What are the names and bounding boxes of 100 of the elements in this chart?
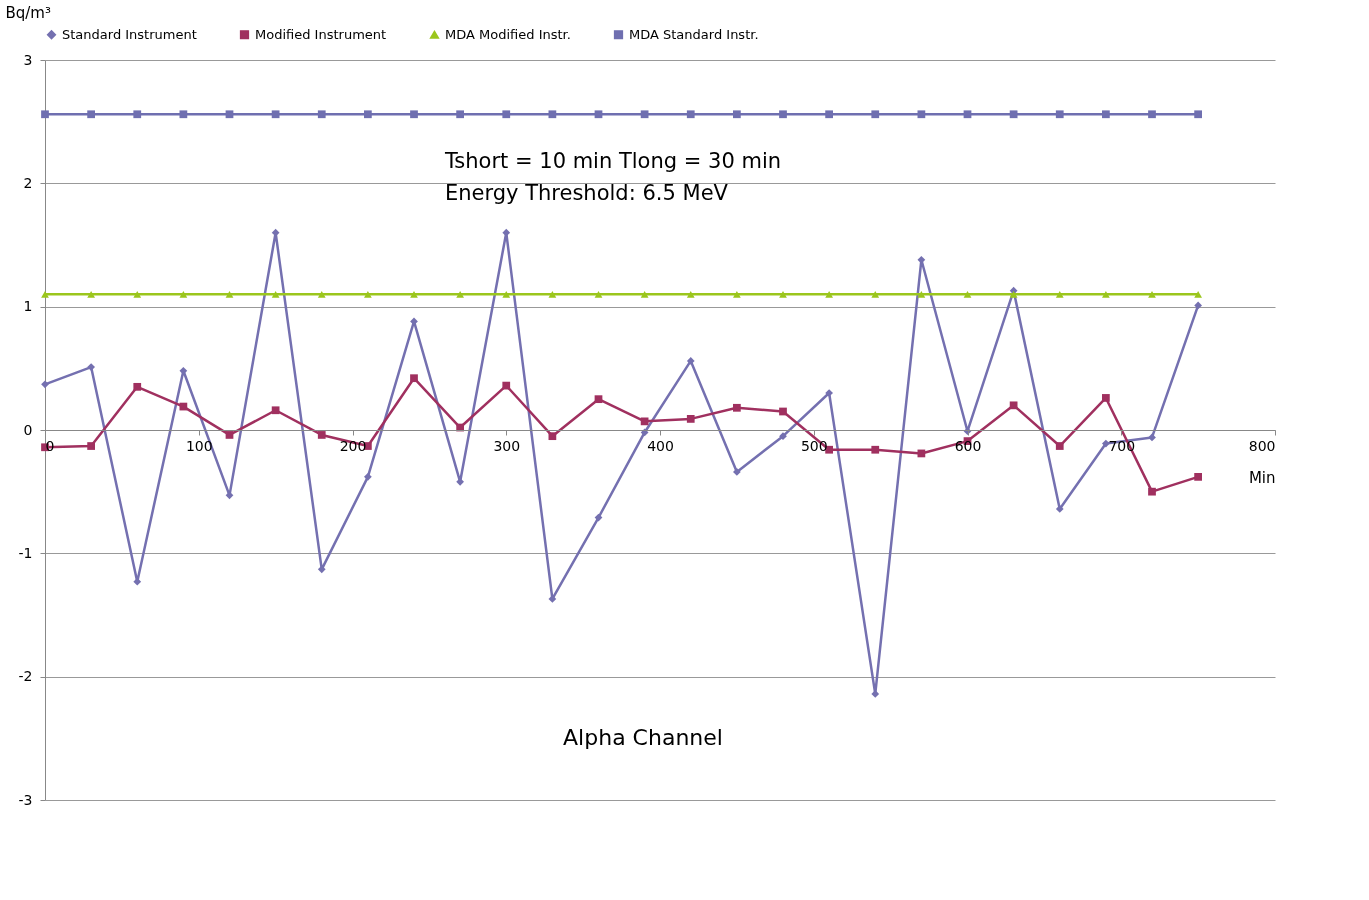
point xyxy=(733,110,741,119)
point xyxy=(871,290,880,298)
point xyxy=(317,290,326,298)
point xyxy=(871,690,880,698)
point xyxy=(1194,110,1202,119)
point xyxy=(41,290,49,298)
point xyxy=(594,395,603,404)
point xyxy=(779,290,787,298)
y-tick-label: 3 xyxy=(23,51,33,68)
annotation: Tshort = 10 min Tlong = 30 min xyxy=(444,149,782,173)
point xyxy=(1102,439,1110,448)
point xyxy=(271,290,280,298)
point xyxy=(686,415,695,423)
point xyxy=(133,382,142,391)
point xyxy=(410,110,418,119)
point xyxy=(179,290,188,298)
point xyxy=(364,110,372,119)
x-axis-title: Min xyxy=(1248,468,1276,487)
point xyxy=(364,290,372,298)
point xyxy=(1102,290,1110,298)
point xyxy=(502,290,511,298)
point xyxy=(502,228,511,237)
x-tick-label: 300 xyxy=(493,437,521,454)
point xyxy=(733,290,741,298)
annotation: Energy Threshold: 6.5 MeV xyxy=(445,181,729,205)
point xyxy=(1055,290,1064,298)
point xyxy=(41,380,49,389)
point xyxy=(502,381,511,390)
point xyxy=(548,110,557,119)
point xyxy=(1194,290,1202,298)
point xyxy=(456,110,464,119)
point xyxy=(1194,301,1202,310)
point xyxy=(1148,110,1156,119)
point xyxy=(779,432,787,441)
point xyxy=(594,290,603,298)
point xyxy=(963,110,972,119)
point xyxy=(1148,487,1156,496)
legend-label: MDA Modified Instr. xyxy=(445,26,571,42)
point xyxy=(963,290,972,298)
point xyxy=(1102,394,1110,402)
legend-label: Standard Instrument xyxy=(62,26,197,42)
point xyxy=(825,110,833,119)
point xyxy=(225,431,234,439)
point xyxy=(917,255,926,264)
y-tick-label: -3 xyxy=(18,791,33,808)
point xyxy=(87,442,95,450)
point xyxy=(1009,290,1018,298)
point xyxy=(640,417,649,426)
point xyxy=(1102,110,1110,119)
point xyxy=(686,110,695,119)
point xyxy=(271,110,280,119)
point xyxy=(1055,442,1064,450)
point xyxy=(410,374,418,383)
point xyxy=(502,110,511,119)
point xyxy=(225,110,234,119)
point xyxy=(317,431,326,439)
point xyxy=(225,290,234,298)
point xyxy=(1055,505,1064,513)
x-tick-label: 400 xyxy=(647,437,674,454)
point xyxy=(179,110,188,119)
point xyxy=(271,406,280,415)
point xyxy=(364,472,372,481)
point xyxy=(410,290,418,298)
point xyxy=(871,110,880,119)
y-tick-label: -2 xyxy=(18,668,33,685)
x-tick-label: 100 xyxy=(185,437,213,454)
y-tick-label: 0 xyxy=(23,421,33,438)
point xyxy=(41,110,49,119)
point xyxy=(733,468,741,476)
point xyxy=(1148,433,1156,442)
point xyxy=(317,110,326,119)
point xyxy=(548,432,557,441)
point xyxy=(87,110,95,119)
legend-label: Modified Instrument xyxy=(255,26,387,42)
y-axis-title: Bq/m³ xyxy=(5,3,51,22)
y-tick-label: -1 xyxy=(18,544,33,561)
point xyxy=(825,290,833,298)
point xyxy=(548,290,557,298)
point xyxy=(640,110,649,119)
point xyxy=(133,290,142,298)
point xyxy=(733,403,741,412)
point xyxy=(1009,401,1018,410)
point xyxy=(456,290,464,298)
annotation: Alpha Channel xyxy=(563,725,723,750)
legend-label: MDA Standard Instr. xyxy=(629,26,759,42)
y-tick-label: 2 xyxy=(23,174,33,191)
point xyxy=(871,445,880,454)
point xyxy=(1009,110,1018,119)
point xyxy=(87,290,95,298)
point xyxy=(917,110,926,119)
point xyxy=(686,357,695,365)
point xyxy=(1194,472,1202,481)
point xyxy=(640,290,649,298)
y-tick-label: 1 xyxy=(23,298,33,315)
point xyxy=(686,290,695,298)
point xyxy=(779,407,787,416)
point xyxy=(1055,110,1064,119)
point xyxy=(548,595,557,603)
point xyxy=(917,290,926,298)
point xyxy=(779,110,787,119)
